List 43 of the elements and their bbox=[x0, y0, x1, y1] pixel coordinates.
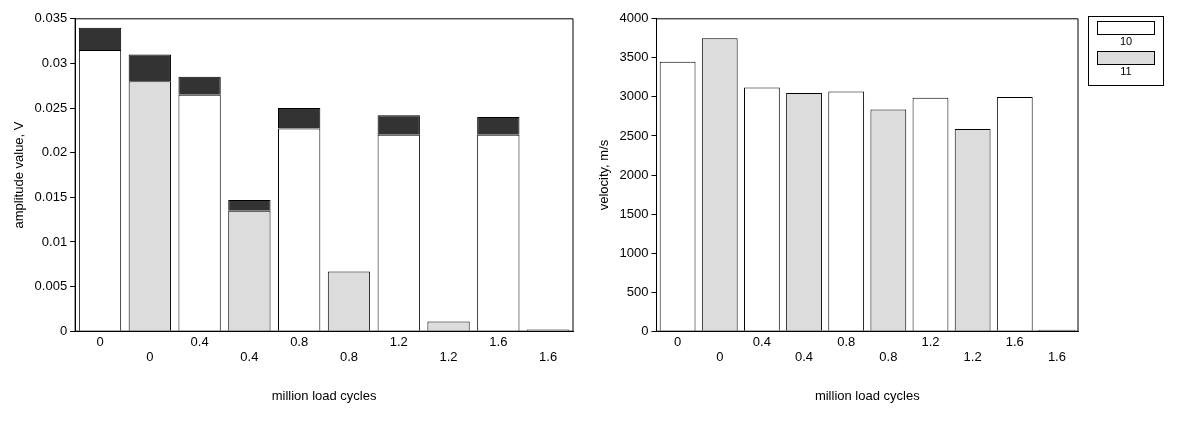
x-tick-label: 1.2 bbox=[389, 333, 408, 349]
x-tick-label: 0 bbox=[146, 349, 154, 365]
y-tick-label: 0.02 bbox=[41, 144, 68, 160]
y-tick-label: 0 bbox=[641, 322, 649, 338]
y-tick-label: 2500 bbox=[619, 127, 649, 143]
x-tick-label: 0.8 bbox=[879, 349, 898, 365]
y-axis-title: amplitude value, V bbox=[11, 121, 27, 229]
x-tick-label: 0 bbox=[673, 333, 682, 349]
x-tick-label: 0 bbox=[96, 333, 104, 349]
x-tick-label: 0 bbox=[716, 349, 724, 365]
x-tick-label: 0.4 bbox=[752, 333, 771, 349]
y-tick-label: 3000 bbox=[619, 88, 649, 104]
x-tick-label: 1.2 bbox=[921, 333, 940, 349]
x-tick-label: 1.2 bbox=[439, 349, 458, 365]
y-axis-title: velocity, m/s bbox=[596, 139, 612, 211]
x-tick-label: 0.8 bbox=[290, 333, 309, 349]
y-tick-label: 0.03 bbox=[41, 55, 68, 71]
x-axis-title: million load cycles bbox=[814, 387, 921, 403]
y-tick-label: 1500 bbox=[619, 205, 649, 221]
x-tick-label: 1.6 bbox=[489, 333, 508, 349]
y-tick-label: 500 bbox=[626, 283, 649, 299]
y-tick-label: 0.025 bbox=[34, 99, 68, 115]
x-tick-label: 0.4 bbox=[240, 349, 259, 365]
y-tick-label: 0 bbox=[59, 322, 68, 338]
y-tick-label: 2000 bbox=[619, 166, 649, 182]
y-tick-label: 0.035 bbox=[34, 10, 68, 26]
x-tick-label: 1.6 bbox=[1047, 349, 1066, 365]
x-tick-label: 1.6 bbox=[539, 349, 558, 365]
x-axis-title: million load cycles bbox=[271, 387, 377, 403]
text: 11 bbox=[1120, 65, 1132, 77]
y-tick-label: 0.015 bbox=[34, 188, 68, 204]
y-tick-label: 0.01 bbox=[41, 233, 68, 249]
x-tick-label: 0.8 bbox=[837, 333, 856, 349]
y-tick-label: 3500 bbox=[619, 49, 649, 65]
x-tick-label: 0.4 bbox=[795, 349, 814, 365]
y-tick-label: 1000 bbox=[619, 244, 649, 260]
y-tick-label: 0.005 bbox=[34, 278, 68, 294]
x-tick-label: 1.6 bbox=[1005, 333, 1024, 349]
x-tick-label: 0.8 bbox=[339, 349, 358, 365]
x-tick-label: 0.4 bbox=[190, 333, 209, 349]
text: 10 bbox=[1119, 35, 1133, 47]
y-tick-label: 4000 bbox=[619, 10, 649, 26]
x-tick-label: 1.2 bbox=[963, 349, 982, 365]
